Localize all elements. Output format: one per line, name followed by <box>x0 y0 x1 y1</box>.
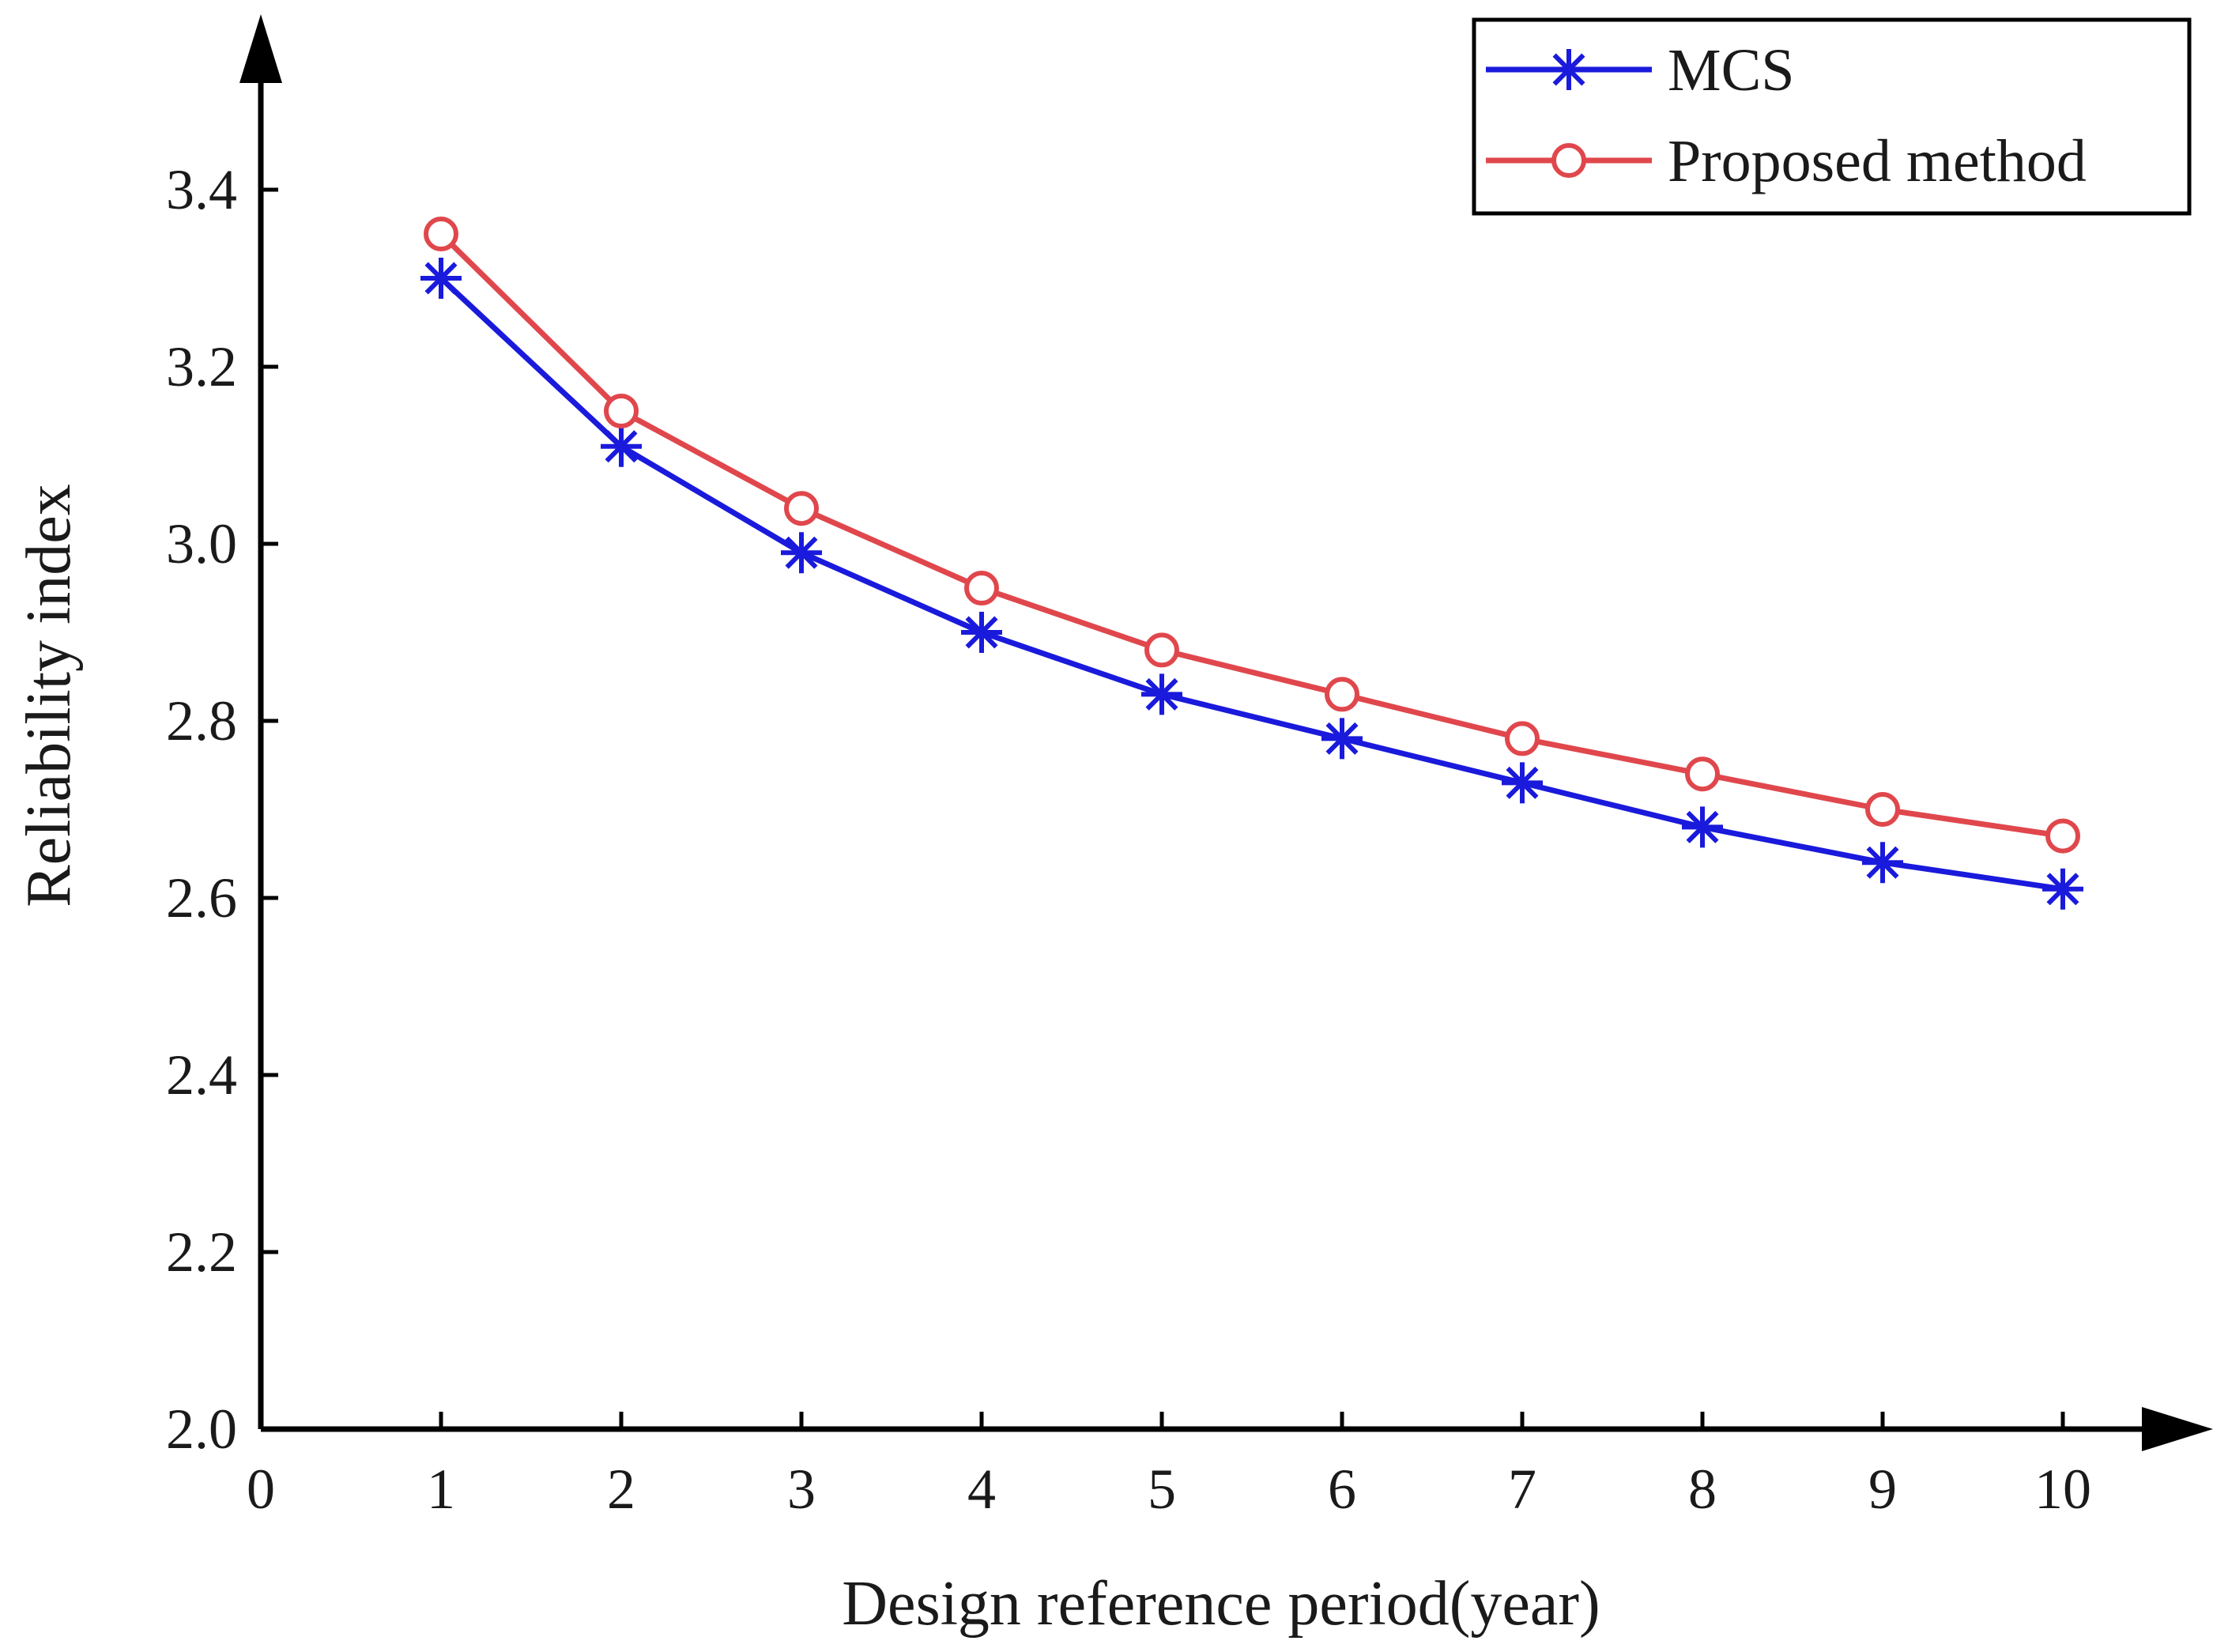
y-ticks: 2.0 2.2 2.4 2.6 2.8 3.0 3.2 3.4 <box>166 158 278 1461</box>
legend: MCS Proposed method <box>1472 17 2192 216</box>
legend-marker-mcs <box>1548 49 1589 90</box>
data-point-proposed-method <box>2045 818 2080 854</box>
y-tick-label: 3.0 <box>166 512 237 575</box>
x-tick-label: 0 <box>247 1458 275 1521</box>
x-axis-arrow <box>2142 1407 2213 1451</box>
x-axis-title: Design reference period(year) <box>842 1569 1600 1639</box>
data-point-proposed-method <box>1865 792 1900 827</box>
data-point-proposed-method <box>604 394 639 428</box>
data-point-mcs-stroke <box>965 616 998 649</box>
data-point-mcs <box>2042 868 2083 910</box>
data-point-mcs <box>1682 806 1723 848</box>
x-tick-label: 8 <box>1688 1458 1717 1521</box>
x-tick-label: 9 <box>1868 1458 1897 1521</box>
data-point-mcs-stroke <box>1866 846 1899 879</box>
legend-marker-mcs-stroke <box>1552 53 1585 86</box>
y-axis-title: Reliability index <box>14 484 84 907</box>
data-point-mcs <box>1502 762 1543 804</box>
data-point-proposed-method <box>424 217 458 251</box>
legend-item-mcs: MCS <box>1486 37 1795 104</box>
legend-label-proposed-method: Proposed method <box>1668 128 2087 194</box>
data-point-proposed-method <box>784 491 819 526</box>
y-tick-label: 2.4 <box>166 1043 237 1107</box>
x-tick-label: 3 <box>787 1458 816 1521</box>
data-point-mcs <box>1321 718 1363 760</box>
series-line-mcs <box>439 276 2064 892</box>
y-tick-label: 2.6 <box>166 866 237 930</box>
series-line-proposed-method <box>439 232 2064 839</box>
legend-marker-proposed-method <box>1551 143 1586 178</box>
data-point-mcs-stroke <box>424 262 458 295</box>
data-point-mcs <box>961 612 1002 653</box>
data-point-mcs <box>601 425 642 467</box>
data-point-proposed-method <box>1325 677 1359 712</box>
data-point-proposed-method <box>1505 721 1540 756</box>
data-point-proposed-method <box>1144 632 1179 668</box>
x-tick-label: 6 <box>1328 1458 1356 1521</box>
data-point-mcs <box>781 532 822 574</box>
series-layer <box>420 217 2083 910</box>
data-point-mcs-stroke <box>1145 677 1178 711</box>
legend-items: MCS Proposed method <box>1486 37 2087 194</box>
x-ticks: 0 1 2 3 4 5 6 7 8 9 10 <box>247 1412 2091 1521</box>
y-tick-label: 2.8 <box>166 689 237 752</box>
y-tick-label: 2.2 <box>166 1220 237 1284</box>
series-mcs <box>420 258 2083 910</box>
data-point-proposed-method <box>1685 756 1720 792</box>
data-point-mcs-stroke <box>785 536 818 569</box>
series-proposed-method <box>424 217 2080 854</box>
legend-item-proposed-method: Proposed method <box>1486 128 2087 194</box>
x-tick-label: 5 <box>1148 1458 1176 1521</box>
data-point-mcs-stroke <box>1506 766 1539 799</box>
y-tick-label: 2.0 <box>166 1397 237 1461</box>
y-axis-arrow <box>239 14 282 83</box>
x-tick-label: 7 <box>1508 1458 1536 1521</box>
data-point-mcs-stroke <box>605 430 638 463</box>
data-point-mcs <box>1141 673 1182 715</box>
x-tick-label: 4 <box>967 1458 996 1521</box>
x-tick-label: 2 <box>607 1458 635 1521</box>
data-point-mcs <box>420 258 462 299</box>
data-point-mcs <box>1862 842 1903 884</box>
legend-box <box>1472 17 2192 216</box>
x-tick-label: 1 <box>427 1458 455 1521</box>
data-point-proposed-method <box>964 571 999 605</box>
data-point-mcs-stroke <box>2046 873 2079 906</box>
x-tick-label: 10 <box>2034 1458 2091 1521</box>
y-tick-label: 3.4 <box>166 158 237 221</box>
axes <box>239 14 2213 1451</box>
data-point-mcs-stroke <box>1686 810 1719 843</box>
y-tick-label: 3.2 <box>166 335 237 398</box>
data-point-mcs-stroke <box>1325 722 1359 755</box>
legend-label-mcs: MCS <box>1668 37 1795 104</box>
